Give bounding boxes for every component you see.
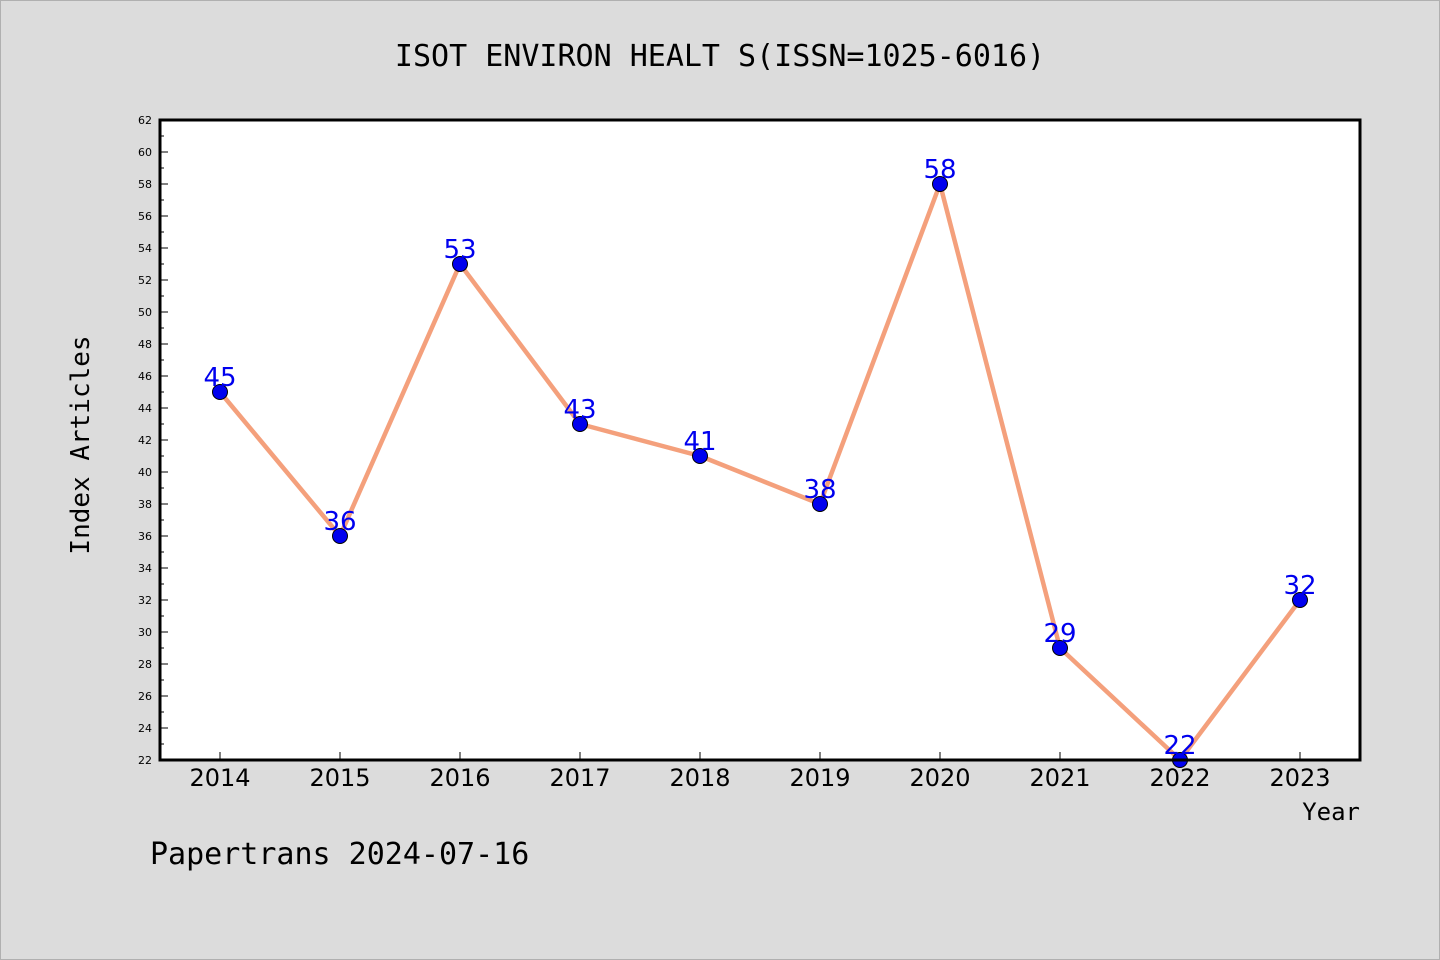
data-label: 36 <box>323 507 356 537</box>
data-point <box>692 448 708 464</box>
x-tick-label: 2019 <box>789 764 850 792</box>
x-tick-label: 2022 <box>1149 764 1210 792</box>
data-point <box>452 256 468 272</box>
y-tick-label: 42 <box>138 434 152 447</box>
y-tick-label: 60 <box>138 146 152 159</box>
y-tick-label: 24 <box>138 722 152 735</box>
y-tick-label: 30 <box>138 626 152 639</box>
data-label: 22 <box>1163 731 1196 761</box>
x-axis-ticks: 2014 2015 2016 2017 2018 2019 2020 2021 2022 2023 <box>189 752 1331 792</box>
data-label: 32 <box>1283 571 1316 601</box>
y-tick-label: 32 <box>138 594 152 607</box>
y-axis-label: Index Articles <box>66 335 96 554</box>
y-tick-label: 26 <box>138 690 152 703</box>
x-tick-label: 2017 <box>549 764 610 792</box>
x-tick-label: 2021 <box>1029 764 1090 792</box>
y-tick-label: 36 <box>138 530 152 543</box>
plot-frame <box>158 118 1362 762</box>
x-tick-label: 2015 <box>309 764 370 792</box>
y-tick-label: 50 <box>138 306 152 319</box>
data-point <box>212 384 228 400</box>
y-tick-label: 40 <box>138 466 152 479</box>
y-tick-label: 34 <box>138 562 152 575</box>
y-tick-label: 56 <box>138 210 152 223</box>
y-tick-label: 38 <box>138 498 152 511</box>
data-point <box>1292 592 1308 608</box>
data-point <box>932 176 948 192</box>
plot-area <box>160 120 1360 760</box>
data-point <box>332 528 348 544</box>
y-tick-label: 46 <box>138 370 152 383</box>
data-point <box>1052 640 1068 656</box>
series-layer: 45 36 53 43 41 38 58 29 22 32 <box>203 155 1317 768</box>
x-tick-label: 2023 <box>1269 764 1330 792</box>
y-tick-label: 58 <box>138 178 152 191</box>
data-label: 45 <box>203 363 236 393</box>
y-tick-label: 28 <box>138 658 152 671</box>
x-tick-label: 2014 <box>189 764 250 792</box>
data-point <box>572 416 588 432</box>
series-line <box>218 181 1302 763</box>
data-label: 41 <box>683 427 716 457</box>
data-label: 29 <box>1043 619 1076 649</box>
y-tick-label: 22 <box>138 754 152 767</box>
y-tick-label: 54 <box>138 242 152 255</box>
data-label: 53 <box>443 235 476 265</box>
y-tick-label: 62 <box>138 114 152 127</box>
data-point <box>812 496 828 512</box>
y-axis-ticks: 22 24 26 28 30 32 34 36 38 40 42 44 46 48 50 52 54 56 58 60… <box>138 114 168 767</box>
y-tick-label: 48 <box>138 338 152 351</box>
x-tick-label: 2018 <box>669 764 730 792</box>
watermark-text: Papertrans 2024-07-16 <box>150 837 529 872</box>
y-tick-label: 52 <box>138 274 152 287</box>
y-tick-label: 44 <box>138 402 152 415</box>
data-label: 43 <box>563 395 596 425</box>
x-tick-label: 2020 <box>909 764 970 792</box>
data-label: 58 <box>923 155 956 185</box>
x-axis-label: Year <box>1302 798 1360 826</box>
data-label: 38 <box>803 475 836 505</box>
chart-title: ISOT ENVIRON HEALT S(ISSN=1025-6016) <box>395 39 1045 74</box>
x-tick-label: 2016 <box>429 764 490 792</box>
